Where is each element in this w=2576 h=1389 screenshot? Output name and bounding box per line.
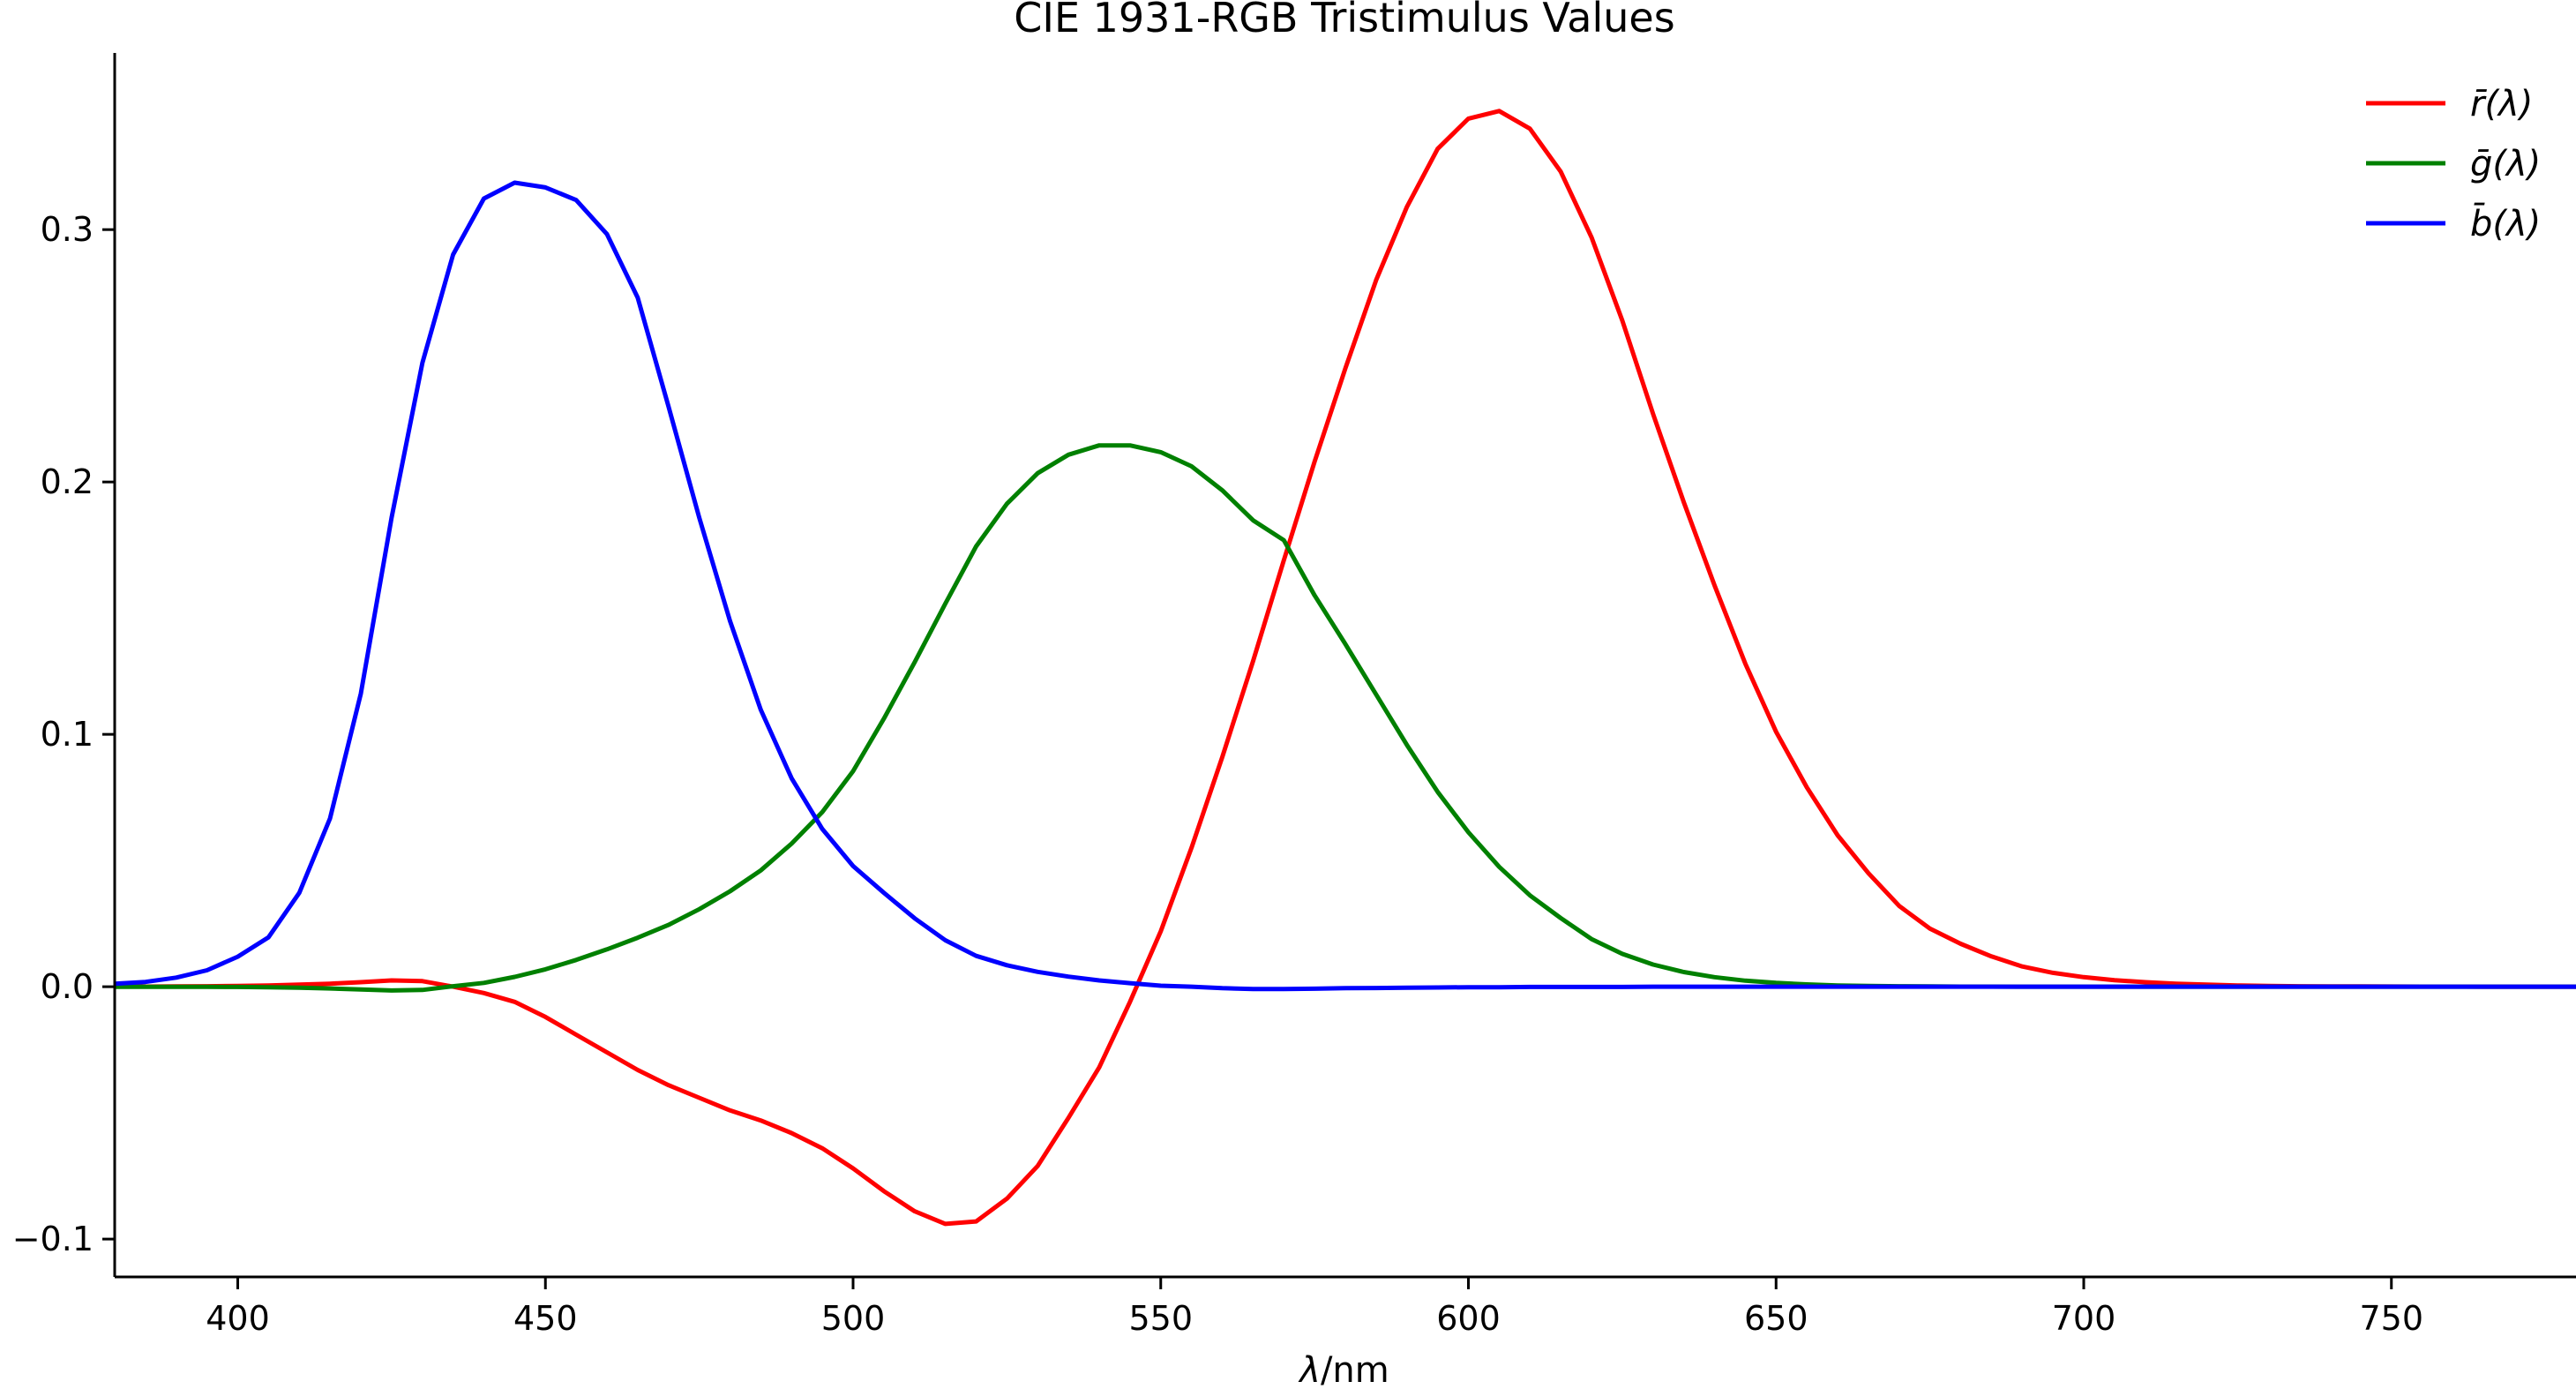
- legend: r̄(λ) ḡ(λ) b̄(λ): [2366, 84, 2541, 244]
- legend-entry-g-label: ḡ(λ): [2470, 144, 2541, 184]
- x-tick-label: 450: [513, 1299, 578, 1338]
- series-group: [114, 109, 2576, 1227]
- x-axis-label-unit: /nm: [1321, 1350, 1389, 1389]
- series-line-r: [115, 109, 2576, 1227]
- x-ticks: 400 450 500 550 600 650 700 750: [206, 1277, 2423, 1338]
- series-line-b: [114, 180, 2576, 992]
- y-tick-label: 0.1: [41, 715, 94, 754]
- x-axis-label-var: λ: [1298, 1350, 1321, 1389]
- x-tick-label: 550: [1128, 1299, 1193, 1338]
- y-tick-label: 0.0: [41, 967, 94, 1006]
- x-tick-label: 700: [2052, 1299, 2116, 1338]
- x-tick-label: 750: [2359, 1299, 2423, 1338]
- y-tick-label: −0.1: [12, 1220, 94, 1258]
- x-tick-label: 400: [206, 1299, 270, 1338]
- y-tick-label: 0.3: [41, 210, 94, 249]
- y-ticks: −0.1 0.0 0.1 0.2 0.3: [12, 210, 115, 1258]
- x-tick-label: 650: [1744, 1299, 1808, 1338]
- x-axis-label: λ/nm: [1298, 1350, 1389, 1389]
- chart-title: CIE 1931-RGB Tristimulus Values: [1014, 0, 1674, 41]
- x-tick-label: 600: [1436, 1299, 1501, 1338]
- legend-entry-r-label: r̄(λ): [2470, 84, 2533, 124]
- x-tick-label: 500: [821, 1299, 886, 1338]
- y-tick-label: 0.2: [41, 462, 94, 501]
- legend-entry-b-label: b̄(λ): [2470, 202, 2541, 244]
